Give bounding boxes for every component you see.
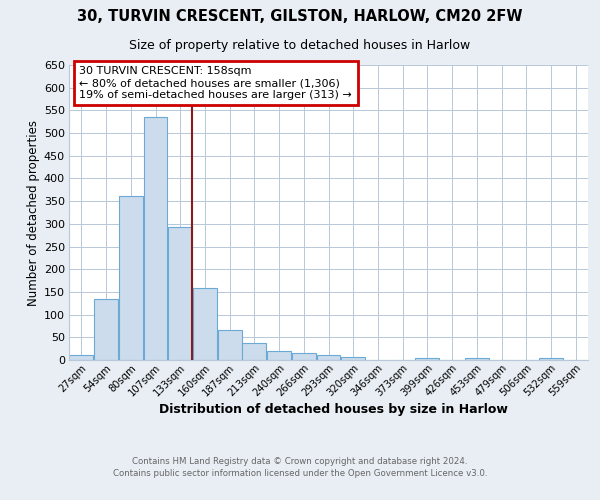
Bar (267, 351, 291, 360)
Text: 30, TURVIN CRESCENT, GILSTON, HARLOW, CM20 2FW: 30, TURVIN CRESCENT, GILSTON, HARLOW, CM… (77, 9, 523, 24)
Bar (193, 288, 217, 360)
Bar (465, 358, 489, 360)
Bar (317, 356, 340, 360)
Text: 30 TURVIN CRESCENT: 158sqm
← 80% of detached houses are smaller (1,306)
19% of s: 30 TURVIN CRESCENT: 158sqm ← 80% of deta… (79, 66, 352, 100)
Text: Distribution of detached houses by size in Harlow: Distribution of detached houses by size … (158, 402, 508, 415)
Y-axis label: Number of detached properties: Number of detached properties (26, 120, 40, 306)
Text: Contains public sector information licensed under the Open Government Licence v3: Contains public sector information licen… (113, 469, 487, 478)
Bar (341, 357, 365, 360)
Bar (168, 227, 192, 360)
Bar (119, 196, 143, 360)
Text: Contains HM Land Registry data © Crown copyright and database right 2024.: Contains HM Land Registry data © Crown c… (132, 458, 468, 466)
Bar (242, 343, 266, 360)
Bar (415, 358, 439, 360)
Bar (70, 356, 94, 360)
Bar (143, 117, 167, 360)
Bar (539, 358, 563, 360)
Bar (218, 330, 242, 360)
Bar (94, 298, 118, 360)
Bar (292, 352, 316, 360)
Text: Size of property relative to detached houses in Harlow: Size of property relative to detached ho… (130, 39, 470, 52)
